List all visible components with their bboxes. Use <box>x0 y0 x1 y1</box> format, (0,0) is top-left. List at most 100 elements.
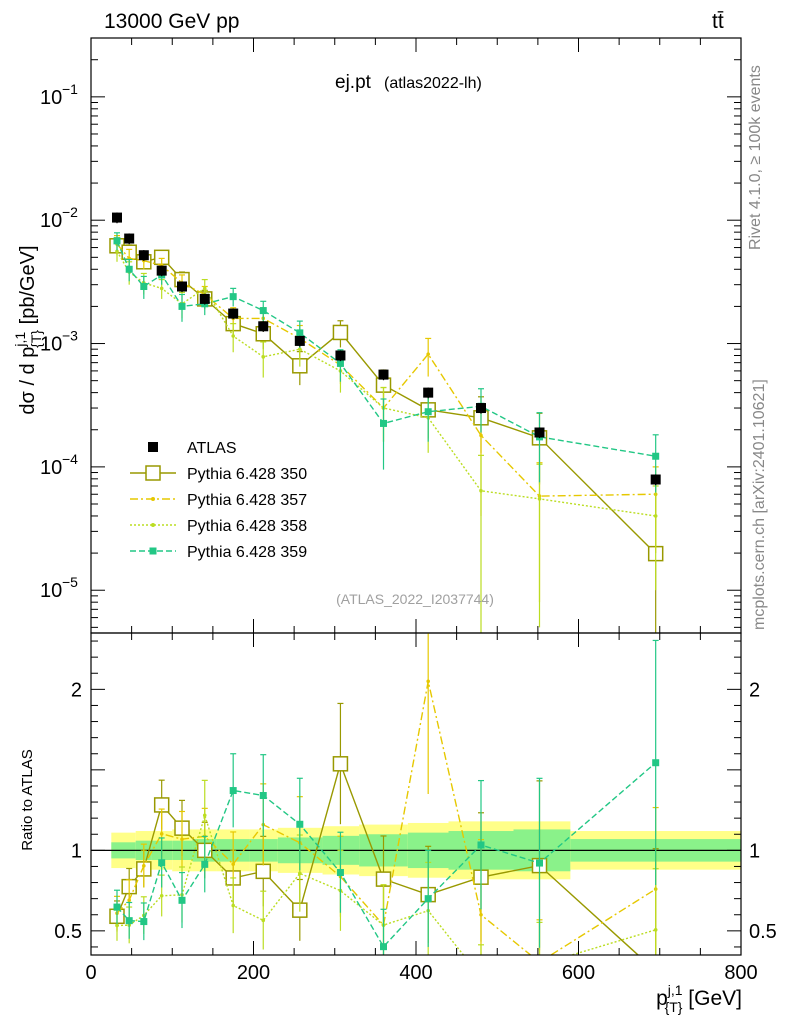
data-point <box>537 497 542 501</box>
legend-label: Pythia 6.428 358 <box>187 518 307 535</box>
ratio-point <box>536 859 543 867</box>
ratio-point <box>479 912 483 917</box>
x-tick-label: 200 <box>237 962 270 984</box>
ratio-point <box>159 893 164 898</box>
legend-marker <box>145 465 161 481</box>
data-point <box>261 355 266 359</box>
x-axis-ticks: 0 200 400 600 800 <box>85 38 758 984</box>
legend-label: Pythia 6.428 357 <box>187 492 307 509</box>
y-tick-label: 10 <box>40 334 62 356</box>
atlas-point <box>650 474 661 485</box>
data-point <box>336 359 344 367</box>
y-tick-exponent: −5 <box>62 574 78 590</box>
data-point <box>652 452 660 460</box>
ratio-point <box>140 918 148 926</box>
atlas-point <box>423 387 434 398</box>
series-4-main <box>113 232 660 493</box>
legend-entry: ATLAS <box>148 440 237 457</box>
data-point <box>125 265 133 273</box>
ratio-point <box>229 787 237 795</box>
y-axis-ticks: 10−510−410−310−210−1 <box>40 59 741 628</box>
legend-label: ATLAS <box>187 440 237 457</box>
legend-entry: Pythia 6.428 358 <box>130 518 307 535</box>
x-tick-label: 800 <box>724 962 757 984</box>
y-tick-exponent: −3 <box>62 328 78 344</box>
analysis-id: (ATLAS_2022_I2037744) <box>336 591 494 607</box>
x-axis-label: pj,1 {T} [GeV] <box>656 982 742 1015</box>
ratio-point <box>479 975 483 979</box>
y-tick-label: 10 <box>40 210 62 232</box>
ratio-point <box>380 943 387 951</box>
ratio-point <box>424 895 432 903</box>
atlas-point <box>258 321 269 332</box>
ratio-tick-label: 1 <box>71 840 82 862</box>
ratio-point <box>649 964 663 978</box>
atlas-point <box>476 403 486 414</box>
ratio-frame <box>90 632 742 956</box>
data-point <box>229 293 237 301</box>
data-point <box>113 237 121 245</box>
ratio-point <box>426 679 430 684</box>
series-line <box>116 240 656 457</box>
ratio-point <box>653 928 658 932</box>
x-tick-label: 0 <box>85 962 96 984</box>
plot-title: ej.pt <box>335 72 372 93</box>
energy-label: 13000 GeV pp <box>104 10 239 33</box>
ratio-point <box>201 860 209 868</box>
y-axis-label: dσ / d pj,1{T} [pb/GeV] <box>12 245 44 414</box>
legend-entry: Pythia 6.428 350 <box>130 465 307 483</box>
ratio-y-ticks: 0.5 0.5 1 1 2 2 <box>54 640 777 948</box>
ratio-tick-label: 2 <box>71 679 82 701</box>
data-point <box>653 514 658 518</box>
data-point <box>202 286 207 291</box>
ratio-point <box>115 923 119 928</box>
ratio-tick-label: 0.5 <box>54 921 82 943</box>
y-tick-label: 10 <box>40 87 62 109</box>
atlas-point <box>156 265 167 276</box>
ratio-point <box>113 903 121 911</box>
ratio-point <box>652 759 660 767</box>
data-point <box>426 352 430 356</box>
data-point <box>479 433 483 438</box>
mcplots-label: mcplots.cern.ch [arXiv:2401.10621] <box>751 379 768 630</box>
ratio-panel: 0.5 0.5 1 1 2 2 0 200 400 600 800 <box>54 38 777 984</box>
atlas-point <box>228 308 239 319</box>
data-point <box>380 419 387 427</box>
ratio-point <box>298 871 302 876</box>
series-4-ratio <box>113 639 660 955</box>
ratio-point <box>477 841 485 849</box>
ratio-point <box>125 917 133 925</box>
ratio-point <box>332 756 349 772</box>
ratio-series-line <box>116 681 657 955</box>
y-axis-label-text: dσ / d pj,1{T} [pb/GeV] <box>12 245 44 414</box>
ratio-point <box>296 820 304 828</box>
series-line <box>116 250 656 517</box>
ratio-point <box>159 832 164 836</box>
data-point <box>259 307 267 315</box>
atlas-point <box>112 212 122 223</box>
ratio-tick-label-right: 1 <box>749 840 760 862</box>
data-point <box>159 286 164 291</box>
ratio-point <box>375 871 392 887</box>
process-label: tt̄ <box>712 10 724 33</box>
atlas-point <box>534 427 545 438</box>
y-tick-label: 10 <box>40 580 62 602</box>
legend-label: Pythia 6.428 350 <box>187 466 307 483</box>
ratio-point <box>538 963 542 967</box>
ratio-point <box>178 896 186 904</box>
ratio-point <box>255 863 271 880</box>
data-point <box>296 329 304 337</box>
atlas-point <box>138 250 149 261</box>
data-point <box>298 347 302 351</box>
x-tick-label: 600 <box>562 962 595 984</box>
data-point <box>178 302 186 310</box>
ratio-point <box>261 918 266 923</box>
series-2-ratio <box>114 633 659 955</box>
data-point <box>231 334 235 338</box>
legend-marker <box>151 523 155 527</box>
ratio-point <box>259 792 267 800</box>
legend-marker <box>151 497 155 501</box>
ratio-point <box>231 862 235 866</box>
atlas-point <box>378 369 389 380</box>
